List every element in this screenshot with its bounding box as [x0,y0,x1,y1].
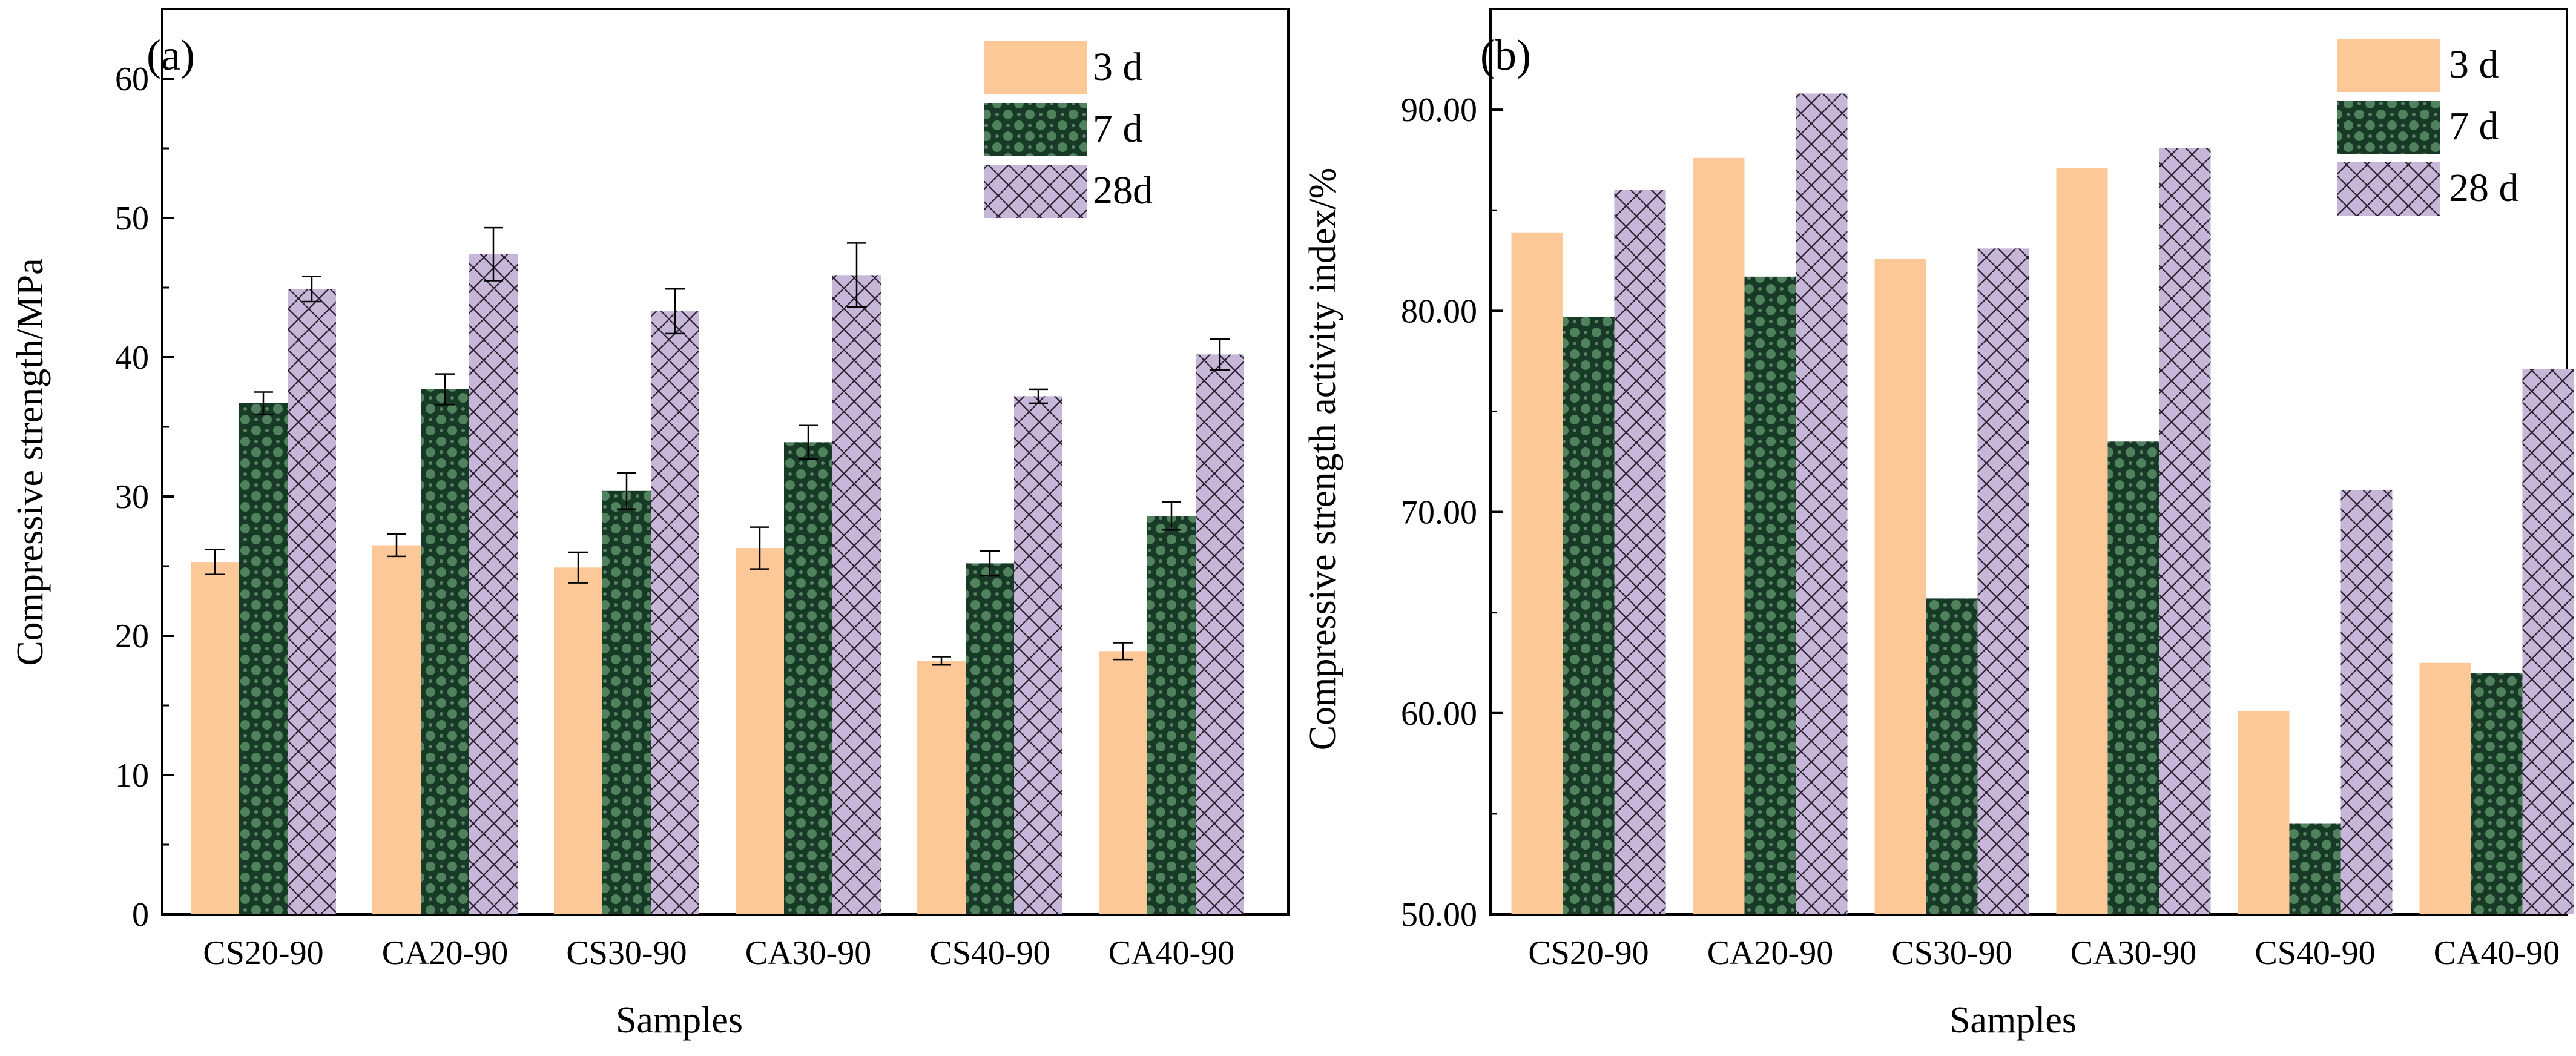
bar-3d-CA30-90 [736,548,784,914]
bar-7d-CA30-90 [784,442,832,914]
panel-a-label: (a) [147,31,195,79]
legend-label: 7 d [1093,107,1143,151]
panel-b-y-ticks: 50.00 60.00 70.00 80.00 90.00 [1401,91,1503,934]
x-tick-label: CS40-90 [2255,934,2375,972]
bar-3d-CS20-90 [1511,232,1563,915]
bar-28d-CS40-90 [1014,396,1062,914]
panel-a-y-axis-title: Compressive strength/MPa [10,258,51,665]
legend-label: 3 d [2449,42,2499,87]
bar-28d-CA20-90 [469,254,518,914]
x-tick-label: CA20-90 [382,934,508,972]
bar-7d-CA20-90 [1744,276,1796,914]
y-tick-label: 0 [132,896,149,934]
x-tick-label: CS30-90 [566,934,687,972]
x-tick-label: CS20-90 [203,934,323,972]
bar-7d-CA20-90 [421,389,469,914]
legend-swatch-3d [2337,39,2440,92]
bar-7d-CS40-90 [2289,823,2341,914]
legend-label: 3 d [1093,45,1143,89]
x-tick-label: CA30-90 [745,934,871,972]
panel-a-y-ticks: 0 10 20 30 40 50 60 [115,61,174,934]
panel-b-label: (b) [1480,31,1531,79]
x-tick-label: CA40-90 [2434,934,2560,972]
bar-3d-CS40-90 [2238,711,2290,914]
y-tick-label: 90.00 [1401,91,1477,129]
bar-7d-CS20-90 [239,403,288,914]
bar-7d-CS40-90 [966,563,1014,914]
bar-3d-CA20-90 [372,545,421,914]
y-tick-label: 10 [115,757,149,794]
legend-swatch-3d [984,41,1087,94]
legend-label: 7 d [2449,104,2499,148]
panel-b-x-ticks: CS20-90 CA20-90 CS30-90 CA30-90 CS40-90 CA40-… [1528,902,2560,972]
panel-a-legend: 3 d 7 d 28d [984,41,1153,218]
bar-28d-CA30-90 [2159,148,2211,914]
legend-swatch-7d [984,103,1087,156]
bar-7d-CA40-90 [2471,673,2523,914]
bar-3d-CA30-90 [2056,168,2108,914]
y-tick-label: 20 [115,618,149,655]
bar-28d-CS30-90 [651,311,699,914]
y-tick-label: 50.00 [1401,896,1477,934]
y-tick-label: 40 [115,339,149,377]
panel-a-bars [191,226,1244,914]
bar-7d-CS30-90 [1926,598,1978,914]
panel-a-plot-frame [161,8,1290,916]
legend-label: 28d [1093,168,1153,213]
bar-7d-CA40-90 [1147,516,1196,914]
x-tick-label: CA20-90 [1707,934,1833,972]
y-tick-label: 30 [115,478,149,516]
bar-28d-CA40-90 [2522,369,2574,914]
bar-28d-CA40-90 [1196,354,1244,914]
bar-7d-CS30-90 [602,490,651,914]
bar-28d-CS20-90 [1614,190,1666,914]
bar-28d-CS40-90 [2340,490,2393,914]
panel-a-x-axis-title: Samples [616,1000,743,1041]
x-tick-label: CA30-90 [2070,934,2196,972]
x-tick-label: CS20-90 [1528,934,1649,972]
y-tick-label: 80.00 [1401,292,1477,330]
panel-b-legend: 3 d 7 d 28 d [2337,39,2519,216]
y-tick-label: 60 [115,61,149,98]
bar-3d-CS40-90 [917,661,966,914]
bar-7d-CS20-90 [1563,317,1615,914]
panel-b: (b) 50.00 60.00 70.00 80.00 90.00 CS20-90 CA2… [1302,8,2574,1041]
y-tick-label: 60.00 [1401,695,1477,733]
bar-3d-CA20-90 [1693,157,1745,914]
y-tick-label: 50 [115,200,149,237]
panel-b-y-axis-title: Compressive strength activity index/% [1302,168,1343,751]
bar-28d-CS30-90 [1977,248,2029,914]
panel-a-x-ticks: CS20-90 CA20-90 CS30-90 CA30-90 CS40-90 CA40-… [203,902,1234,972]
bar-7d-CA30-90 [2107,441,2159,914]
bar-28d-CS20-90 [288,289,336,914]
panel-b-bars [1511,93,2574,915]
x-tick-label: CS40-90 [929,934,1050,972]
bar-3d-CA40-90 [1099,651,1147,914]
bar-3d-CA40-90 [2419,662,2471,914]
x-tick-label: CS30-90 [1891,934,2012,972]
bar-28d-CA20-90 [1796,93,1848,915]
legend-swatch-28d [2337,162,2440,216]
legend-swatch-7d [2337,101,2440,154]
bar-3d-CS20-90 [191,562,239,914]
bar-28d-CA30-90 [832,275,881,914]
panel-b-x-axis-title: Samples [1949,1000,2077,1041]
legend-label: 28 d [2449,166,2519,210]
x-tick-label: CA40-90 [1108,934,1234,972]
y-tick-label: 70.00 [1401,494,1477,532]
bar-3d-CS30-90 [554,567,602,914]
legend-swatch-28d [984,165,1087,218]
bar-3d-CS30-90 [1874,258,1926,914]
